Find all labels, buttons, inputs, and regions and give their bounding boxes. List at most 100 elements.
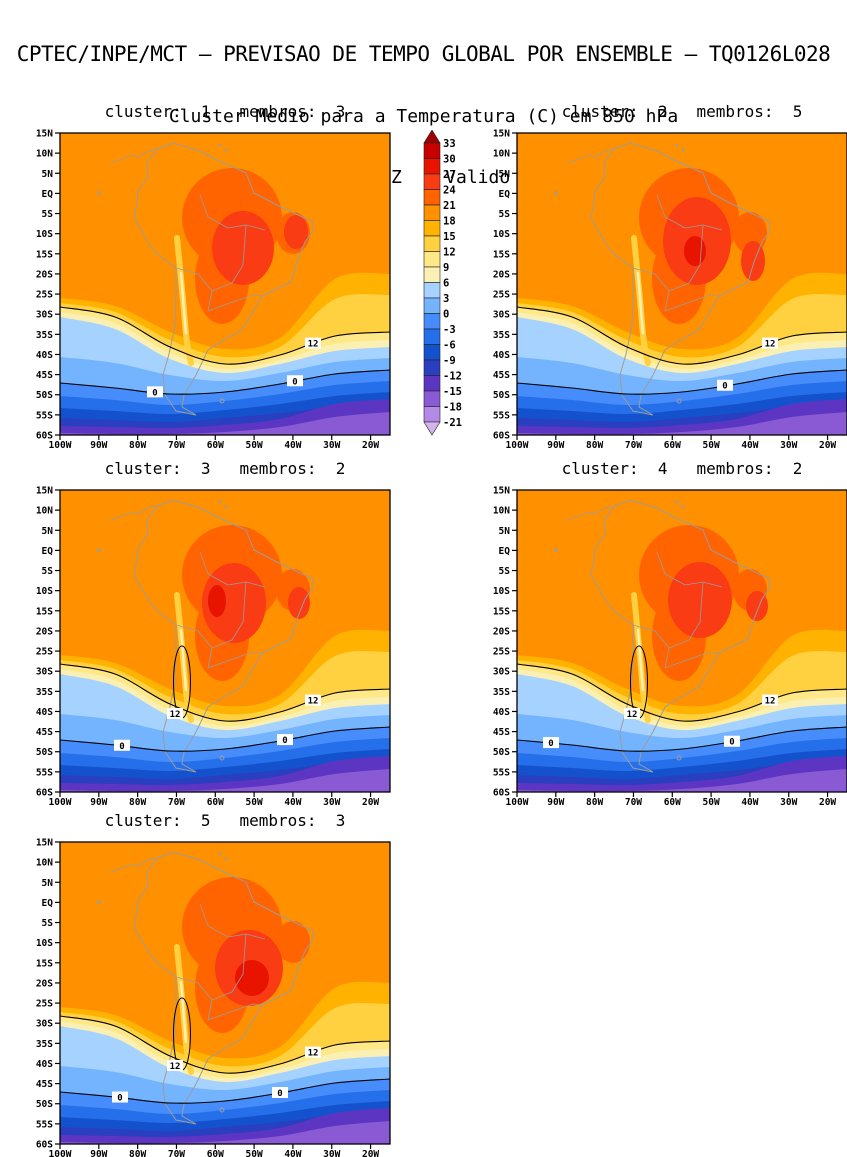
contour-label: 12 [170, 710, 181, 720]
lon-tick-label: 50W [703, 797, 720, 808]
lat-tick-label: 55S [493, 767, 510, 778]
lat-tick-label: 55S [36, 767, 53, 778]
map-frame [59, 132, 391, 436]
lon-tick-label: 30W [323, 1149, 340, 1157]
lon-tick-label: 100W [506, 797, 529, 808]
lat-tick-label: 10N [36, 506, 53, 517]
lon-tick-label: 30W [323, 440, 340, 451]
lat-tick-label: 20S [493, 269, 510, 280]
lat-tick-label: 60S [493, 788, 510, 799]
lat-tick-label: 20S [493, 626, 510, 637]
colorbar-tick-label: 6 [443, 277, 449, 289]
lon-tick-label: 70W [625, 440, 642, 451]
isotherm-12 [60, 1015, 390, 1074]
contour-label-chip [277, 734, 293, 746]
lon-tick-label: 40W [284, 440, 301, 451]
lon-tick-label: 90W [547, 797, 564, 808]
lat-tick-label: 25S [36, 999, 53, 1010]
contour-label: 0 [282, 736, 287, 746]
lon-tick-label: 40W [741, 440, 758, 451]
lat-tick-label: 40S [36, 1059, 53, 1070]
lat-tick-label: 25S [493, 290, 510, 301]
lat-tick-label: 15N [36, 838, 53, 849]
lat-tick-label: EQ [42, 546, 54, 557]
lon-tick-label: 20W [362, 797, 379, 808]
lon-tick-label: 30W [780, 797, 797, 808]
lat-tick-label: 40S [493, 350, 510, 361]
lon-tick-label: 90W [90, 797, 107, 808]
lon-tick-label: 20W [819, 797, 836, 808]
lat-tick-label: EQ [42, 898, 54, 909]
colorbar-swatch [423, 173, 441, 190]
temperature-field: 12 0 [517, 133, 847, 435]
lat-tick-label: 50S [36, 747, 53, 758]
lat-tick-label: 30S [493, 310, 510, 321]
map-cluster-5: 12 0 0 12 15N 10N 5N EQ 5S 10S 15S 20S 25S 30S 35S 40S 4… [36, 838, 391, 1157]
colorbar-swatch [423, 204, 441, 221]
lat-tick-label: 50S [36, 390, 53, 401]
contour-label: 12 [308, 1049, 319, 1059]
contour-label-chip [305, 337, 321, 349]
lon-tick-label: 50W [246, 797, 263, 808]
figure-title-line1: CPTEC/INPE/MCT — PREVISAO DE TEMPO GLOBA… [16, 42, 831, 66]
lon-tick-label: 70W [168, 797, 185, 808]
axes: 15N 10N 5N EQ 5S 10S 15S 20S 25S 30S 35S 40S 45S 50S 5… [36, 838, 391, 1157]
contour-label-chip [114, 739, 130, 751]
colorbar-tick-label: 3 [443, 293, 449, 305]
map-cluster-1: 12 0 0 15N 10N 5N EQ 5S 10S 15S 20S 25S 30S 35S 40S 45S… [36, 129, 391, 451]
contour-label-chip [717, 379, 733, 391]
temperature-colorbar: 33 30 27 24 21 18 15 12 9 6 3 0 -3 -6 -9 -12 -15 -18 -21 [420, 130, 478, 438]
lon-tick-label: 40W [741, 797, 758, 808]
contour-label: 0 [119, 742, 124, 752]
lat-tick-label: 45S [493, 370, 510, 381]
coastlines-borders [554, 142, 771, 416]
lat-tick-label: 35S [36, 330, 53, 341]
lon-tick-label: 20W [819, 440, 836, 451]
colorbar-swatch [423, 235, 441, 252]
colorbar-tick-label: 21 [443, 200, 456, 212]
contour-label: 0 [152, 388, 157, 398]
lat-tick-label: EQ [499, 189, 511, 200]
lat-tick-label: 5S [499, 209, 511, 220]
lon-tick-label: 50W [246, 1149, 263, 1157]
south-america-coastline [133, 142, 314, 416]
coastlines-borders [97, 142, 314, 416]
south-america-coastline [590, 142, 771, 416]
colorbar-tick-label: -15 [443, 386, 462, 398]
isotherm-12 [517, 663, 847, 722]
map-frame [59, 489, 391, 793]
colorbar-tick-label: 33 [443, 138, 456, 150]
lat-tick-label: 45S [493, 727, 510, 738]
lat-tick-label: 15S [493, 249, 510, 260]
contour-label: 12 [765, 340, 776, 350]
lon-tick-label: 100W [49, 440, 72, 451]
panel-title-4: cluster: 4 membros: 2 [561, 459, 803, 478]
axes: 15N 10N 5N EQ 5S 10S 15S 20S 25S 30S 35S 40S 45S 50S 5… [493, 129, 847, 451]
colorbar-tick-label: -21 [443, 417, 462, 429]
contour-lines: 12 0 0 12 [60, 645, 390, 752]
contour-label: 0 [729, 738, 734, 748]
isotherm-12 [517, 306, 847, 365]
colorbar-swatch [423, 359, 441, 376]
lat-tick-label: 60S [36, 1140, 53, 1151]
lat-tick-label: 5N [499, 169, 511, 180]
colorbar-tick-label: 15 [443, 231, 456, 243]
colorbar-swatch [423, 251, 441, 268]
lat-tick-label: 25S [36, 290, 53, 301]
lat-tick-label: 50S [493, 390, 510, 401]
contour-label: 12 [308, 340, 319, 350]
colorbar-swatch [423, 375, 441, 392]
colorbar-swatch [423, 313, 441, 330]
lon-tick-label: 80W [129, 797, 146, 808]
contour-lines: 12 0 0 12 [517, 645, 847, 752]
south-america-coastline [133, 851, 314, 1125]
lat-tick-label: 60S [493, 431, 510, 442]
lat-tick-label: 10S [36, 938, 53, 949]
contour-label-chip [272, 1087, 288, 1098]
lon-tick-label: 70W [168, 440, 185, 451]
lat-tick-label: 35S [493, 687, 510, 698]
temperature-field: 12 0 0 12 [517, 490, 847, 792]
lon-tick-label: 30W [780, 440, 797, 451]
lat-tick-label: 5S [42, 209, 54, 220]
